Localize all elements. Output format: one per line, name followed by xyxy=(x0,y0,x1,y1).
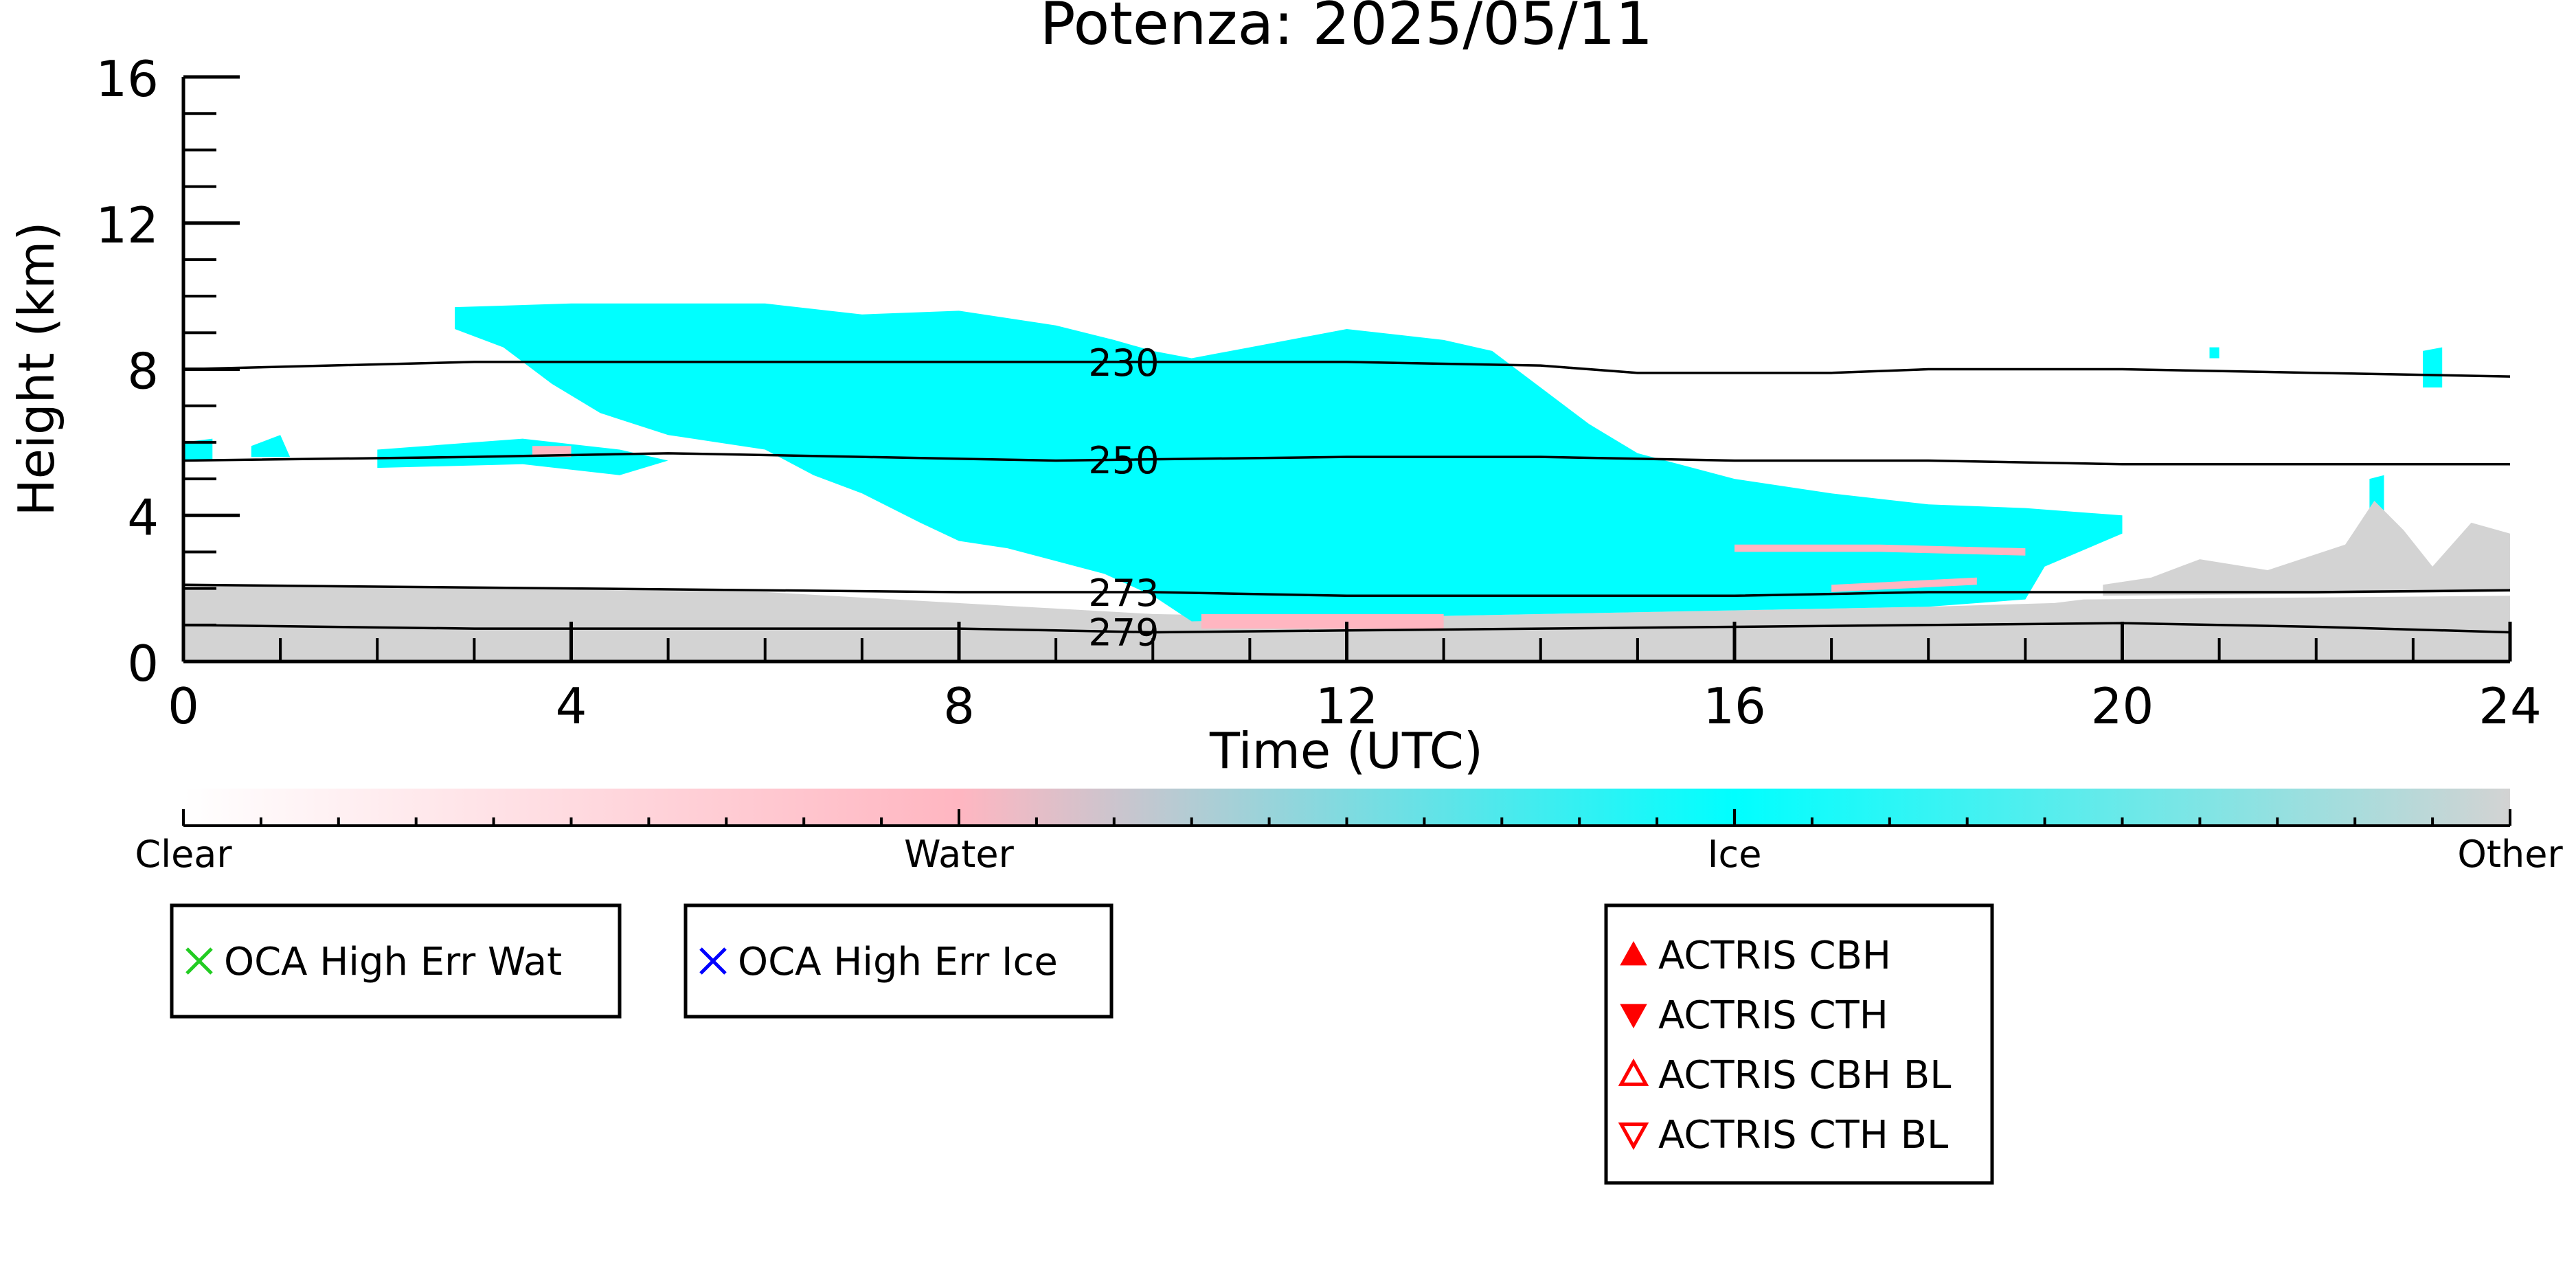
legend-frame xyxy=(170,903,622,1019)
colorbar: Clear Water Ice Other xyxy=(135,789,2563,876)
x-marker-icon xyxy=(185,947,213,975)
legend-entry-label: ACTRIS CTH xyxy=(1658,993,1888,1038)
legend-entry-label: ACTRIS CTH BL xyxy=(1658,1113,1948,1157)
region-ice xyxy=(251,435,291,457)
region-ice xyxy=(2209,347,2219,359)
y-tick-label: 16 xyxy=(95,50,159,108)
isotherm-label-273: 273 xyxy=(1088,572,1159,615)
triangle-down-open-icon xyxy=(1618,1122,1649,1151)
x-tick-label: 12 xyxy=(1315,677,1379,735)
isotherm-250-line xyxy=(183,452,2510,466)
legend-box: OCA High Err Ice xyxy=(683,903,1114,1019)
chart-title: Potenza: 2025/05/11 xyxy=(1040,0,1653,58)
isotherm-273-line xyxy=(183,583,2511,598)
classification-regions xyxy=(183,303,2510,662)
x-tick-label: 24 xyxy=(2478,677,2542,735)
isotherm-label-250: 250 xyxy=(1088,439,1159,482)
legend-frame xyxy=(1604,903,1994,1185)
legend-frame xyxy=(683,903,1114,1019)
legend-entry-label: ACTRIS CBH BL xyxy=(1658,1053,1951,1098)
isotherm-230-line xyxy=(183,361,2511,378)
legend-entry-label: ACTRIS CBH xyxy=(1658,934,1891,978)
axes-ticks: 0 4 8 12 16 0 4 8 12 16 20 24 xyxy=(95,50,2541,735)
x-tick-label: 0 xyxy=(168,677,199,735)
colorbar-label-ice: Ice xyxy=(1708,833,1762,876)
y-tick-label: 4 xyxy=(127,488,159,546)
x-tick-label: 4 xyxy=(556,677,587,735)
y-tick-label: 12 xyxy=(95,196,159,254)
legend-entry-label: OCA High Err Wat xyxy=(224,940,562,984)
region-ice xyxy=(183,438,213,461)
x-marker-icon xyxy=(699,947,727,975)
legend-entry-label: OCA High Err Ice xyxy=(738,940,1058,984)
legend-box: ACTRIS CBH ACTRIS CTH ACTRIS CBH BL ACTRIS … xyxy=(1604,903,1994,1185)
region-water xyxy=(1831,577,1977,592)
region-other xyxy=(2103,501,2510,596)
colorbar-label-other: Other xyxy=(2457,833,2563,876)
region-water xyxy=(1201,613,1444,629)
legend-box: OCA High Err Wat xyxy=(170,903,622,1019)
y-axis-label: Height (km) xyxy=(8,222,65,517)
triangle-up-open-icon xyxy=(1618,1058,1649,1086)
x-tick-label: 20 xyxy=(2091,677,2154,735)
isotherm-label-279: 279 xyxy=(1088,611,1159,655)
y-tick-label: 0 xyxy=(127,635,159,692)
colorbar-label-clear: Clear xyxy=(135,833,232,876)
x-tick-label: 16 xyxy=(1703,677,1766,735)
triangle-down-filled-icon xyxy=(1620,1004,1647,1029)
isotherm-label-230: 230 xyxy=(1088,341,1159,385)
x-axis-label: Time (UTC) xyxy=(1209,722,1483,780)
region-ice xyxy=(2423,347,2443,388)
x-tick-label: 8 xyxy=(943,677,975,735)
triangle-up-filled-icon xyxy=(1620,940,1647,966)
colorbar-label-water: Water xyxy=(904,833,1014,876)
region-water xyxy=(1735,544,2026,556)
region-ice xyxy=(455,303,2123,622)
y-tick-label: 8 xyxy=(127,343,159,400)
legends: OCA High Err Wat OCA High Err Ice ACTRIS C… xyxy=(170,903,1994,1185)
